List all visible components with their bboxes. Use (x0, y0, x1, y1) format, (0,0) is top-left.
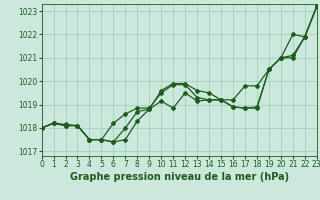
X-axis label: Graphe pression niveau de la mer (hPa): Graphe pression niveau de la mer (hPa) (70, 172, 289, 182)
